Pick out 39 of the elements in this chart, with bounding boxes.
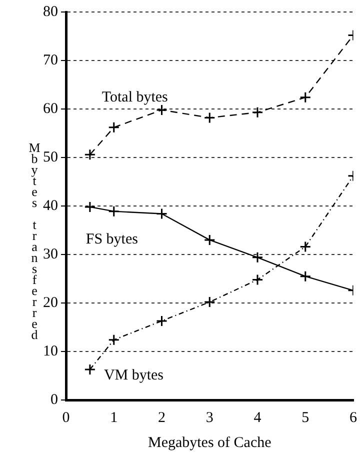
- point: [84, 364, 96, 376]
- point: [300, 240, 312, 252]
- point: [156, 104, 168, 116]
- x-tick-label: 3: [206, 410, 214, 426]
- y-tick-label: 40: [43, 198, 58, 214]
- y-tick-label: 20: [43, 294, 58, 311]
- y-tick-label: 60: [43, 100, 58, 117]
- point: [252, 274, 264, 286]
- series-label: Total bytes: [102, 89, 168, 106]
- point: [204, 296, 216, 308]
- y-tick-label: 70: [43, 52, 58, 68]
- point: [84, 201, 96, 213]
- x-tick-label: 1: [110, 410, 118, 426]
- y-tick-label: 50: [43, 149, 58, 166]
- x-tick-label: 4: [254, 410, 262, 426]
- y-axis-title: Mbytes transferred: [27, 140, 42, 338]
- point: [204, 234, 216, 246]
- series-label: FS bytes: [86, 231, 138, 248]
- point: [156, 315, 168, 327]
- x-tick-label: 0: [62, 410, 70, 426]
- point: [108, 334, 120, 346]
- point: [108, 122, 120, 134]
- point: [204, 112, 216, 124]
- y-tick-label: 80: [43, 4, 58, 20]
- point: [300, 92, 312, 104]
- point: [156, 208, 168, 220]
- point: [108, 206, 120, 218]
- x-tick-label: 5: [302, 410, 310, 426]
- x-tick-label: 6: [350, 410, 358, 426]
- point: [300, 270, 312, 282]
- x-axis-title: Megabytes of Cache: [148, 434, 272, 451]
- point: [252, 106, 264, 118]
- x-tick-label: 2: [158, 410, 166, 426]
- y-tick-label: 0: [50, 392, 58, 408]
- y-tick-label: 30: [43, 246, 58, 262]
- series-label: VM bytes: [104, 367, 164, 384]
- point: [252, 252, 264, 264]
- point: [84, 148, 96, 160]
- y-tick-label: 10: [43, 343, 58, 360]
